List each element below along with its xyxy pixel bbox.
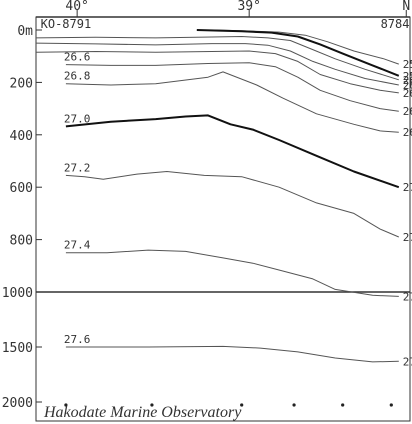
station-marks: [64, 403, 393, 407]
credit-text: Hakodate Marine Observatory: [43, 404, 242, 421]
top-axis-ticks: 40° 39° N: [65, 0, 410, 17]
station-labels: KO-8791 8784: [41, 17, 410, 31]
isopycnal-label-left: 27.4: [64, 239, 91, 252]
station-label: KO-8791: [41, 17, 92, 31]
station-mark: [389, 403, 393, 407]
isopycnal-line: [65, 345, 399, 363]
depth-tick-label: 400: [10, 129, 33, 144]
isopycnal-label-right: 27.0: [403, 181, 412, 194]
chart-axes: [35, 16, 411, 422]
depth-tick-label: 600: [10, 181, 33, 196]
isopycnal-label-right: 26.6: [403, 105, 412, 118]
isopycnal-line: [35, 42, 399, 86]
isopycnal-line: [65, 71, 399, 133]
isopycnal-label-left: 26.6: [64, 51, 91, 64]
top-tick-label: N: [402, 0, 410, 14]
isopycnal-label-right: 26.0: [403, 74, 412, 87]
isopycnal-label-right: 26.4: [403, 87, 412, 100]
isopycnal-label-right: 27.4: [403, 290, 412, 303]
isopycnal-line: [65, 114, 400, 189]
isopycnal-label-right: 26.2: [403, 79, 412, 92]
depth-tick-label: 0m: [17, 24, 33, 39]
isopycnal-label-right: 27.6: [403, 355, 412, 368]
isopycnal-label-left: 26.8: [64, 70, 91, 83]
isopycnal-label-left: 27.6: [64, 333, 91, 346]
top-tick-label: 40°: [65, 0, 88, 14]
station-label: 8784: [381, 17, 410, 31]
isopycnal-label-right: 25.8: [403, 70, 412, 83]
isopycnal-label-right: 27.2: [403, 231, 412, 244]
isopycnal-line: [65, 62, 399, 112]
isopycnal-lines: [35, 29, 400, 363]
isopycnal-label-left: 27.2: [64, 161, 91, 174]
isopycnal-line: [65, 249, 399, 297]
isopycnal-label-left: 27.0: [64, 112, 91, 125]
depth-tick-label: 1500: [2, 341, 33, 356]
depth-axis-ticks: 0m 200 400 600 800 1000 1500 2000: [2, 24, 42, 411]
isopycnal-line: [196, 29, 400, 77]
top-tick-label: 39°: [237, 0, 260, 14]
isopycnal-label-right: 26.8: [403, 126, 412, 139]
station-mark: [240, 403, 244, 407]
station-mark: [64, 403, 68, 407]
isopycnal-line: [35, 36, 399, 81]
isopycnal-label-right: 25.6: [403, 58, 412, 71]
station-mark: [150, 403, 154, 407]
depth-tick-label: 800: [10, 234, 33, 249]
isopycnal-line: [65, 171, 399, 238]
depth-tick-label: 2000: [2, 396, 33, 411]
station-mark: [292, 403, 296, 407]
isopycnal-line: [35, 50, 399, 94]
depth-tick-label: 1000: [2, 286, 33, 301]
depth-tick-label: 200: [10, 76, 33, 91]
isopycnal-labels: 25.625.826.026.226.4 26.6 26.6 26.8 26.8 27.0…: [64, 51, 412, 369]
station-mark: [341, 403, 345, 407]
